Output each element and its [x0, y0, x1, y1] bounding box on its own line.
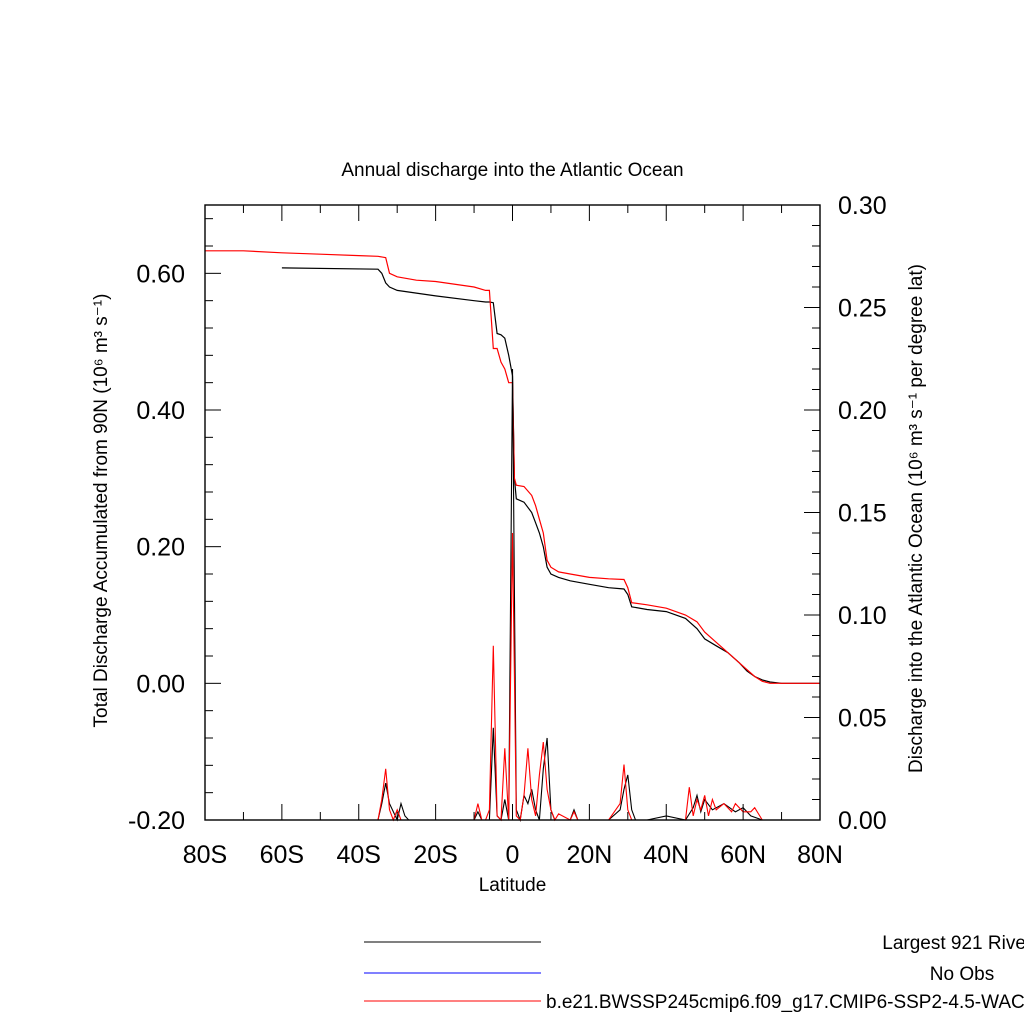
x-tick-label: 40S [337, 841, 381, 869]
x-axis-label: Latitude [479, 875, 547, 896]
y-right-tick-label: 0.25 [838, 295, 887, 323]
x-tick-label: 60N [720, 841, 766, 869]
legend-label: Largest 921 Rivers [882, 933, 1024, 954]
x-tick-label: 0 [506, 841, 520, 869]
x-tick-label: 40N [643, 841, 689, 869]
y-left-tick-label: 0.40 [136, 397, 185, 425]
x-tick-label: 60S [260, 841, 304, 869]
series-line-1-left [205, 250, 820, 684]
y-left-tick-label: 0.60 [136, 260, 185, 288]
y-right-tick-label: 0.10 [838, 602, 887, 630]
x-tick-label: 80N [797, 841, 843, 869]
y-axis-label-right: Discharge into the Atlantic Ocean (10⁶ m… [906, 264, 927, 773]
x-tick-label: 20S [413, 841, 457, 869]
legend: Largest 921 Rivers No Obs b.e21.BWSSP245cm… [364, 933, 1024, 1013]
y-axis-label-left: Total Discharge Accumulated from 90N (10… [91, 294, 112, 728]
series-lines [205, 250, 820, 823]
y-left-tick-label: 0.20 [136, 534, 185, 562]
y-right-tick-label: 0.05 [838, 705, 887, 733]
y-right-tick-label: 0.00 [838, 807, 887, 835]
y-left-tick-label: -0.20 [128, 807, 185, 835]
series-line-3-right [205, 532, 820, 822]
y-right-tick-label: 0.30 [838, 192, 887, 220]
legend-label: No Obs [930, 964, 994, 985]
x-tick-label: 20N [566, 841, 612, 869]
y-right-tick-label: 0.15 [838, 500, 887, 528]
y-left-tick-label: 0.00 [136, 670, 185, 698]
x-tick-label: 80S [183, 841, 227, 869]
series-line-2-right [205, 368, 820, 823]
legend-label: b.e21.BWSSP245cmip6.f09_g17.CMIP6-SSP2-4… [546, 992, 1024, 1013]
plot-frame [204, 204, 821, 821]
series-line-0-left [281, 267, 820, 684]
axis-tick-labels: 80S 60S 40S 20S 0 20N 40N 60N 80N -0.20 0.00 0.20 0.… [128, 192, 887, 869]
axis-ticks [204, 204, 821, 821]
chart-title: Annual discharge into the Atlantic Ocean [341, 160, 683, 181]
y-right-tick-label: 0.20 [838, 397, 887, 425]
